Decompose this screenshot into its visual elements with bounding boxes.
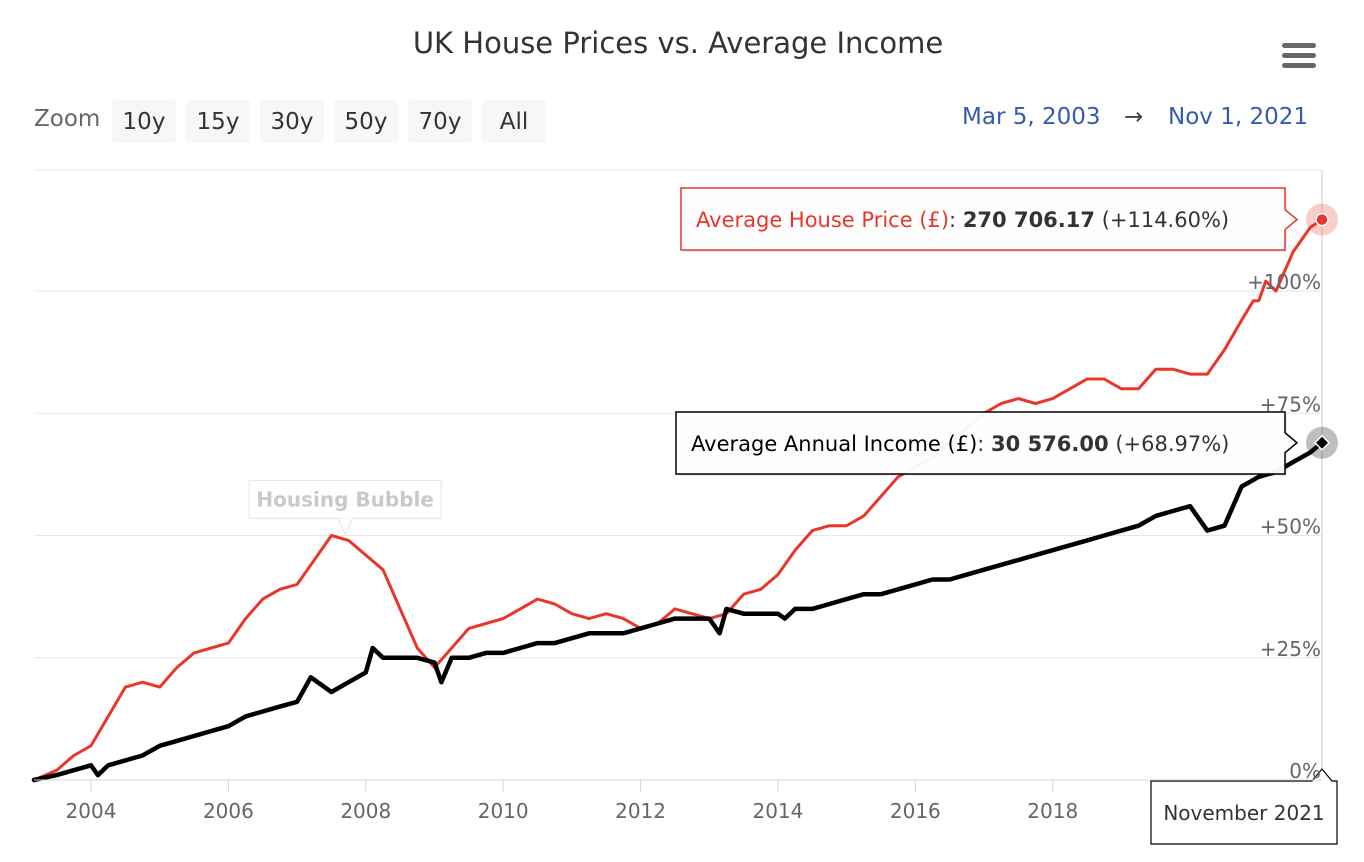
x-tick-label: 2012	[615, 799, 666, 823]
hamburger-menu-icon-bar	[1282, 53, 1316, 58]
house-price-tooltip-label: Average House Price (£)	[696, 208, 949, 232]
house-price-line	[32, 218, 1324, 782]
context-menu-button[interactable]	[1280, 40, 1318, 70]
annotation-housing-bubble: Housing Bubble	[256, 487, 434, 511]
income-tooltip-box	[675, 411, 1299, 475]
date-tooltip-box	[1150, 768, 1338, 845]
hamburger-menu-icon	[1282, 43, 1316, 48]
chart-title: UK House Prices vs. Average Income	[412, 26, 944, 60]
income-tooltip-colon: :	[977, 432, 991, 456]
hamburger-menu-icon-bar	[1282, 63, 1316, 68]
range-arrow: →	[1124, 104, 1144, 130]
house-price-tooltip-text: Average House Price (£): 270 706.17 (+11…	[696, 208, 1229, 232]
x-tick-label: 2006	[203, 799, 254, 823]
zoom-30y-button[interactable]: 30y	[260, 100, 324, 143]
income-tooltip: Average Annual Income (£): 30 576.00 (+6…	[675, 411, 1299, 476]
zoom-all-button[interactable]: All	[482, 100, 546, 143]
zoom-label: Zoom	[34, 106, 101, 132]
income-tooltip-text: Average Annual Income (£): 30 576.00 (+6…	[691, 432, 1229, 456]
y-tick-label: +50%	[1260, 515, 1321, 539]
x-tick-label: 2018	[1027, 799, 1078, 823]
zoom-10y-button[interactable]: 10y	[112, 100, 176, 143]
y-tick-label: +25%	[1260, 637, 1321, 661]
income-tooltip-change: (+68.97%)	[1115, 432, 1229, 456]
house-price-tooltip-space	[1095, 208, 1102, 232]
zoom-15y-button[interactable]: 15y	[186, 100, 250, 143]
house-price-marker	[1315, 212, 1329, 227]
date-tooltip: November 2021	[1150, 768, 1338, 845]
house-price-tooltip-box	[680, 187, 1299, 251]
zoom-50y-button[interactable]: 50y	[334, 100, 398, 143]
house-price-tooltip-value: 270 706.17	[963, 208, 1095, 232]
x-tick-label: 2004	[66, 799, 117, 823]
x-tick-label: 2016	[890, 799, 941, 823]
range-from-date[interactable]: Mar 5, 2003	[962, 104, 1101, 130]
income-tooltip-label: Average Annual Income (£)	[691, 432, 977, 456]
date-tooltip-text: November 2021	[1163, 801, 1324, 825]
annotation-pointer	[337, 518, 353, 536]
house-price-tooltip: Average House Price (£): 270 706.17 (+11…	[680, 187, 1299, 252]
house-price-tooltip-colon: :	[949, 208, 963, 232]
y-tick-label: 0%	[1289, 759, 1321, 783]
income-marker	[1313, 434, 1331, 451]
x-tick-label: 2008	[340, 799, 391, 823]
house-price-tooltip-change: (+114.60%)	[1102, 208, 1229, 232]
y-tick-label: +100%	[1247, 270, 1321, 294]
y-tick-label: +75%	[1260, 392, 1321, 416]
income-tooltip-space	[1109, 432, 1116, 456]
income-line	[31, 440, 1325, 783]
zoom-70y-button[interactable]: 70y	[408, 100, 472, 143]
range-to-date[interactable]: Nov 1, 2021	[1168, 104, 1308, 130]
annotation-label-box	[248, 479, 442, 519]
x-tick-label: 2010	[478, 799, 529, 823]
x-tick-label: 2014	[752, 799, 803, 823]
income-tooltip-value: 30 576.00	[991, 432, 1109, 456]
